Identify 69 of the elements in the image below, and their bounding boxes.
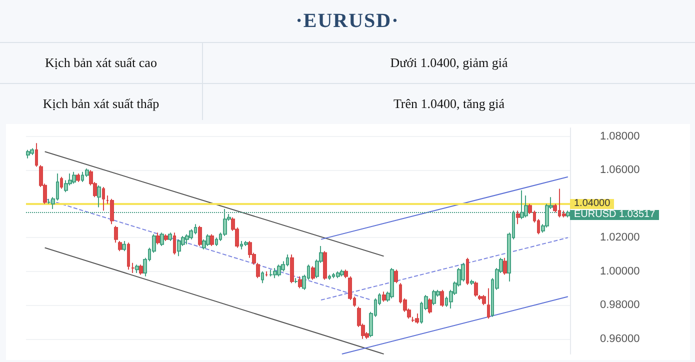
candlestick <box>382 291 386 302</box>
candlestick <box>26 149 30 159</box>
candlestick <box>118 240 122 252</box>
candlestick <box>394 269 398 284</box>
candlestick <box>298 276 302 289</box>
candlestick <box>503 257 507 276</box>
candlestick <box>524 194 528 218</box>
y-tick-label: 0.96000 <box>600 332 640 345</box>
candlestick <box>390 267 394 299</box>
candlestick <box>328 274 331 280</box>
candlestick <box>122 240 126 252</box>
candlestick <box>244 240 248 247</box>
candlestick <box>131 262 135 274</box>
candlestick <box>323 250 327 280</box>
candlestick <box>344 269 348 279</box>
candlestick <box>340 269 344 277</box>
text: Kịch bản xát suất thấp <box>0 84 202 124</box>
candlestick <box>97 184 101 208</box>
candlestick <box>60 176 63 190</box>
candlestick <box>474 280 478 298</box>
y-tick-label: 1.00000 <box>600 265 640 278</box>
text: Dưới 1.0400, giảm giá <box>202 42 695 84</box>
price-tag: EURUSD 1.03517 <box>570 210 660 220</box>
candlestick <box>202 238 206 250</box>
candlestick <box>516 210 520 225</box>
candlestick <box>470 279 474 286</box>
candlestick <box>269 269 273 277</box>
candlestick <box>30 148 34 156</box>
candlestick <box>135 264 139 274</box>
candlestick <box>206 234 210 247</box>
candlestick <box>102 186 105 212</box>
candlestick <box>156 232 160 245</box>
candlestick <box>114 225 118 244</box>
candlestick <box>210 234 214 247</box>
candlestick <box>440 289 444 308</box>
candlestick <box>415 313 419 324</box>
y-tick-label: 1.02000 <box>600 232 640 244</box>
candlestick <box>168 232 172 242</box>
candlestick <box>336 270 340 279</box>
candlestick <box>177 238 181 257</box>
y-tick-label: 1.06000 <box>600 164 640 176</box>
candlestick <box>110 198 114 225</box>
candlestick <box>432 289 436 306</box>
text: Kịch bản xát suất cao <box>0 42 202 84</box>
candlestick <box>265 270 268 277</box>
candlestick <box>487 288 490 320</box>
price-tag: 1.04000 <box>570 198 614 209</box>
text: Trên 1.0400, tăng giá <box>202 84 695 124</box>
candlestick <box>277 264 281 277</box>
candlestick <box>139 264 143 276</box>
candlestick <box>466 257 469 286</box>
chart-title: ·EURUSD· <box>294 8 400 34</box>
candlestick <box>428 298 432 314</box>
y-tick-label: 1.08000 <box>600 130 640 142</box>
candlestick <box>311 266 315 280</box>
candlestick <box>261 270 264 284</box>
candlestick <box>482 294 486 306</box>
candlestick <box>173 232 176 255</box>
y-tick-label: 0.98000 <box>600 299 640 312</box>
candlestick <box>294 278 298 284</box>
candlestick <box>35 142 38 168</box>
candlestick <box>160 232 164 247</box>
candlestick <box>198 225 202 247</box>
candlestick <box>127 242 130 270</box>
candlestick <box>72 171 76 184</box>
candlestick <box>164 234 168 242</box>
candlestick <box>273 267 277 279</box>
candlestick <box>290 254 294 284</box>
candlestick <box>76 173 80 182</box>
